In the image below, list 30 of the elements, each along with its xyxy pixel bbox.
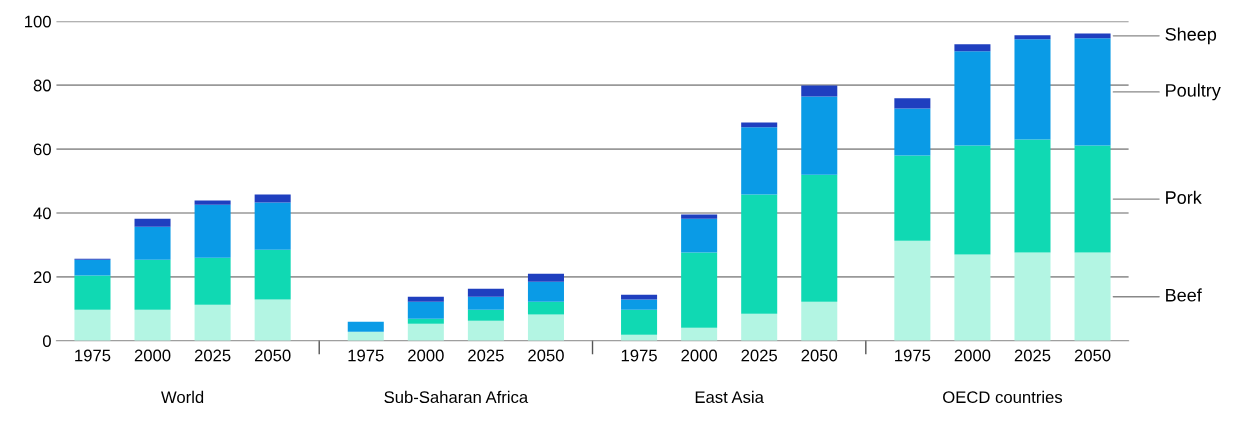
x-tick-label: 2000 (954, 349, 991, 362)
y-tick-label: 20 (33, 271, 51, 284)
x-tick-label: 2025 (741, 349, 778, 362)
x-tick-label: 2050 (1074, 349, 1111, 362)
x-tick-label: 2025 (194, 349, 231, 362)
x-tick-label: 1975 (75, 349, 111, 362)
text: Pork (1166, 190, 1202, 204)
x-tick-label: 2000 (408, 349, 444, 362)
x-tick-label: 1975 (348, 349, 384, 362)
y-tick-label: 80 (33, 79, 51, 92)
text: Beef (1166, 288, 1202, 302)
y-tick-label: 60 (33, 143, 51, 156)
x-tick-label: 1975 (895, 349, 931, 362)
text: Sub-Saharan Africa (384, 390, 529, 404)
text: East Asia (695, 390, 764, 404)
text: OECD countries (943, 390, 1063, 404)
x-tick-label: 2000 (134, 349, 171, 362)
x-tick-label: 2025 (468, 349, 504, 362)
text: Sheep (1165, 27, 1217, 45)
y-tick-label: 100 (25, 15, 51, 28)
x-tick-label: 2025 (1014, 349, 1051, 362)
y-tick-label: 40 (33, 207, 51, 220)
x-tick-label: 2050 (254, 349, 291, 362)
text: World (161, 390, 204, 404)
x-tick-label: 2000 (681, 349, 718, 362)
x-tick-label: 1975 (621, 349, 657, 362)
x-tick-label: 2050 (528, 349, 564, 362)
y-tick-label: 0 (42, 335, 51, 347)
x-tick-label: 2050 (801, 349, 838, 362)
text: Poultry (1166, 83, 1221, 101)
